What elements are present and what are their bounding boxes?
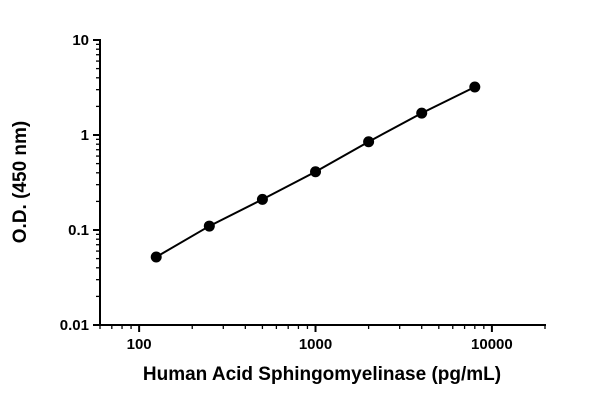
y-tick-label: 0.01 [60, 317, 89, 334]
y-tick-label: 1 [81, 127, 89, 144]
y-tick-label: 10 [72, 32, 89, 49]
data-point [469, 81, 481, 93]
data-series-layer [150, 81, 481, 263]
data-point [363, 136, 375, 148]
x-axis-label: Human Acid Sphingomyelinase (pg/mL) [143, 364, 501, 385]
data-point [256, 193, 268, 205]
ticks-layer: 100 1000 10000 0.01 0.1 1 10 [60, 32, 546, 353]
data-point [203, 220, 215, 232]
x-tick-label: 100 [127, 336, 152, 353]
y-tick-label: 0.1 [68, 222, 89, 239]
data-point [150, 251, 162, 263]
data-point [416, 107, 428, 119]
data-point [310, 166, 322, 178]
x-tick-label: 1000 [299, 336, 332, 353]
x-tick-label: 10000 [471, 336, 513, 353]
y-axis-label: O.D. (450 nm) [10, 121, 31, 243]
